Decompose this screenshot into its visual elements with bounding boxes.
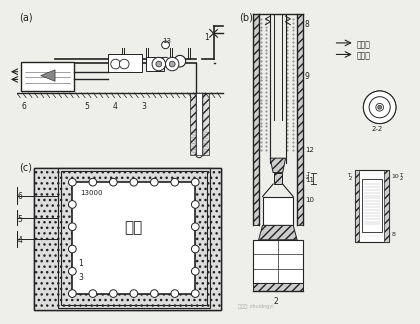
Text: (b): (b) [239, 12, 253, 22]
Circle shape [192, 245, 199, 253]
Circle shape [119, 59, 129, 69]
Circle shape [89, 290, 97, 297]
Circle shape [68, 178, 76, 186]
Text: 10: 10 [391, 174, 399, 179]
Circle shape [376, 103, 383, 111]
Bar [58, 168, 210, 308]
Text: 6: 6 [21, 102, 26, 111]
Circle shape [130, 290, 138, 297]
Bar [72, 182, 195, 294]
Circle shape [68, 201, 76, 208]
Circle shape [152, 57, 165, 71]
Text: 12: 12 [305, 147, 314, 153]
Text: 2: 2 [349, 176, 352, 181]
Bar [297, 14, 303, 226]
Bar [0, 252, 9, 266]
Bar [355, 170, 360, 242]
Text: 8: 8 [391, 232, 395, 237]
Circle shape [192, 223, 199, 231]
Text: 2-2: 2-2 [372, 126, 383, 133]
Circle shape [192, 201, 199, 208]
Text: T: T [347, 173, 350, 178]
Circle shape [68, 245, 76, 253]
Bar [0, 210, 17, 226]
Bar [34, 168, 221, 310]
Polygon shape [259, 226, 297, 240]
Circle shape [68, 267, 76, 275]
Circle shape [171, 290, 178, 297]
Text: 4: 4 [18, 236, 23, 245]
Bar [61, 171, 207, 305]
Bar [21, 62, 74, 91]
Text: 4: 4 [113, 102, 118, 111]
Circle shape [110, 290, 117, 297]
Text: 13: 13 [163, 38, 172, 44]
Circle shape [130, 178, 138, 186]
Text: 3: 3 [142, 102, 147, 111]
Circle shape [68, 290, 76, 297]
Text: 高压水: 高压水 [357, 40, 370, 49]
Text: 10: 10 [305, 197, 314, 202]
Circle shape [150, 178, 158, 186]
Polygon shape [270, 158, 286, 173]
Text: 6: 6 [18, 192, 23, 201]
Circle shape [363, 91, 396, 123]
Text: 3: 3 [78, 273, 83, 283]
Text: 8: 8 [305, 20, 310, 29]
Bar [34, 168, 221, 310]
Bar [189, 93, 209, 155]
Text: T: T [306, 172, 309, 177]
Text: (a): (a) [20, 12, 33, 22]
Bar [253, 283, 303, 291]
Text: 5: 5 [84, 102, 89, 111]
Bar [146, 57, 164, 71]
Bar [362, 179, 382, 232]
Circle shape [174, 55, 186, 67]
Text: 地下水: 地下水 [357, 52, 370, 61]
Polygon shape [41, 70, 55, 81]
Circle shape [192, 290, 199, 297]
Bar [274, 173, 282, 184]
Text: (c): (c) [20, 163, 32, 173]
Circle shape [369, 97, 390, 118]
Circle shape [161, 57, 171, 67]
Bar [0, 231, 17, 247]
Bar [384, 170, 389, 242]
Bar [262, 197, 293, 226]
Text: T: T [399, 173, 402, 178]
Circle shape [165, 57, 179, 71]
Text: 5: 5 [18, 215, 23, 224]
Circle shape [68, 223, 76, 231]
Ellipse shape [196, 153, 202, 158]
Circle shape [111, 59, 121, 69]
Bar [253, 14, 259, 226]
Circle shape [150, 290, 158, 297]
Text: 1: 1 [204, 33, 209, 42]
Bar [253, 240, 303, 283]
Text: 9: 9 [305, 72, 310, 81]
Bar [0, 187, 17, 204]
Text: 微信号: zhuidngyi: 微信号: zhuidngyi [238, 304, 273, 309]
Circle shape [378, 105, 382, 109]
Circle shape [192, 178, 199, 186]
Text: 2: 2 [306, 175, 309, 180]
Text: 2: 2 [273, 297, 278, 307]
Wedge shape [363, 91, 396, 123]
Circle shape [192, 267, 199, 275]
Text: 2: 2 [400, 176, 403, 181]
Circle shape [110, 178, 117, 186]
Text: 基坑: 基坑 [125, 221, 143, 236]
Circle shape [156, 61, 162, 67]
Bar [196, 93, 202, 155]
Text: 1: 1 [78, 259, 83, 268]
Circle shape [169, 61, 175, 67]
Text: 11: 11 [305, 177, 314, 183]
Circle shape [89, 178, 97, 186]
Circle shape [171, 178, 178, 186]
Circle shape [162, 41, 169, 49]
Text: 13000: 13000 [80, 190, 102, 196]
Bar [355, 170, 389, 242]
Bar [108, 54, 142, 72]
